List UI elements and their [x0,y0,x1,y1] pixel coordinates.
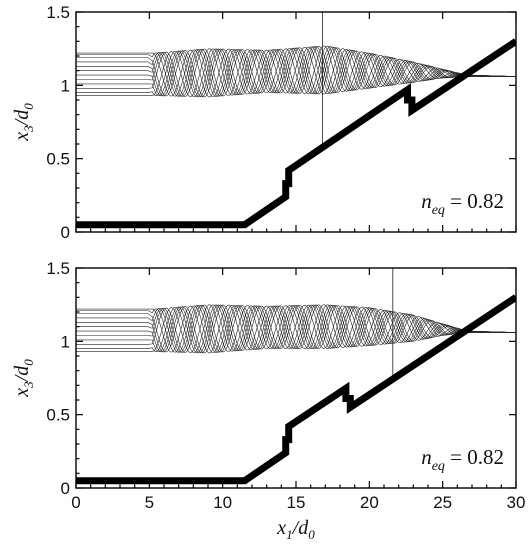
bed-profile-line [76,294,516,485]
wave-bundle [76,45,516,98]
axis-ticks [75,267,517,489]
wave-strand [76,46,516,97]
wave-strand [76,304,516,354]
x-tick-label: 25 [433,493,452,512]
wave-strand [76,46,516,97]
annotation-neq: neq = 0.82 [421,445,504,474]
y-axis-title: x3/d0 [11,103,36,142]
wave-strand [76,304,516,354]
x-tick-label: 5 [145,493,154,512]
wave-strand [76,304,516,354]
wave-strand [76,46,516,98]
wave-strand [76,304,516,353]
wave-bundle [76,304,516,354]
x-axis-title: x1/d0 [276,517,315,542]
chart-panel-1: 0 0.5 1 1.5 x3/d0 neq = 0.82 [11,3,517,242]
wave-strand [76,304,516,353]
wave-strand [76,47,516,98]
y-tick-label: 0 [61,479,70,498]
plot-area [76,268,516,485]
axis-ticks [75,11,517,233]
y-tick-label: 1 [61,332,70,351]
bed-profile-line [76,38,516,229]
chart-panel-2: 0 0.5 1 1.5 0 5 10 15 20 25 30 x1/d0 x3/d0 neq = 0.82 [11,259,525,542]
annotation-neq: neq = 0.82 [421,189,504,218]
y-tick-label: 1 [61,76,70,95]
y-tick-label: 0 [61,223,70,242]
wave-strand [76,45,516,98]
x-tick-label: 0 [71,493,80,512]
y-tick-label: 1.5 [46,259,70,278]
wave-strand [76,304,516,354]
x-tick-label: 10 [213,493,232,512]
y-tick-label: 1.5 [46,3,70,22]
x-tick-label: 20 [360,493,379,512]
wave-strand [76,304,516,354]
y-tick-label: 0.5 [46,406,70,425]
x-tick-label: 15 [287,493,306,512]
x-tick-label: 30 [507,493,526,512]
wave-strand [76,46,516,98]
y-axis-title: x3/d0 [11,359,36,398]
y-tick-label: 0.5 [46,150,70,169]
plot-area [76,12,516,229]
